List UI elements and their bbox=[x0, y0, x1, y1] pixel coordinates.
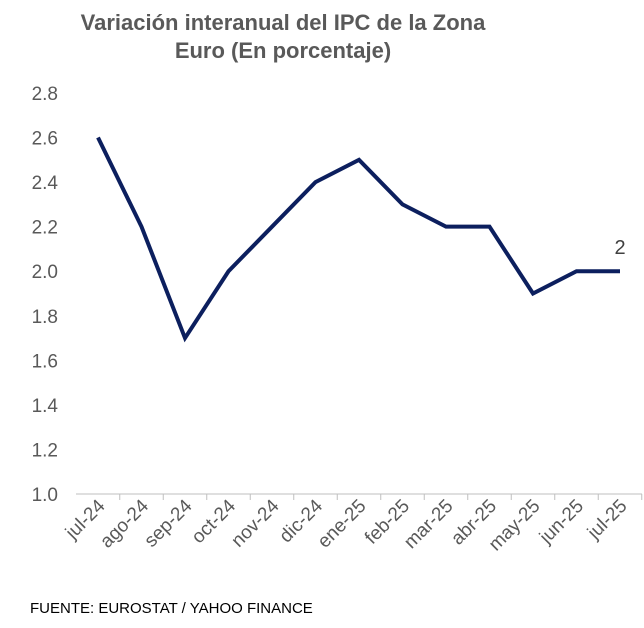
x-tick-label: jul-25 bbox=[583, 496, 631, 544]
x-tick-label: mar-25 bbox=[400, 496, 457, 553]
y-tick-label: 1.2 bbox=[32, 440, 58, 461]
y-tick-label: 2.8 bbox=[32, 84, 58, 105]
y-tick-label: 2.6 bbox=[32, 129, 58, 150]
y-tick-label: 1.0 bbox=[32, 485, 58, 506]
source-note: FUENTE: EUROSTAT / YAHOO FINANCE bbox=[30, 600, 313, 617]
y-tick-label: 2.4 bbox=[32, 173, 59, 194]
x-tick-label: sep-24 bbox=[141, 495, 197, 551]
x-tick-label: ago-24 bbox=[96, 495, 153, 552]
x-tick-label: nov-24 bbox=[228, 495, 284, 551]
chart-title-line-2: Euro (En porcentaje) bbox=[175, 38, 391, 63]
chart-title-line-1: Variación interanual del IPC de la Zona bbox=[81, 10, 486, 35]
y-tick-label: 1.4 bbox=[32, 396, 59, 417]
x-tick-label: ene-25 bbox=[314, 496, 371, 553]
y-tick-label: 1.6 bbox=[32, 351, 58, 372]
y-tick-label: 1.8 bbox=[32, 307, 58, 328]
data-label: 2 bbox=[614, 237, 625, 259]
y-tick-label: 2.2 bbox=[32, 218, 58, 239]
y-tick-label: 2.0 bbox=[32, 262, 58, 283]
x-tick-label: jun-25 bbox=[535, 496, 588, 549]
series-line bbox=[96, 136, 620, 343]
